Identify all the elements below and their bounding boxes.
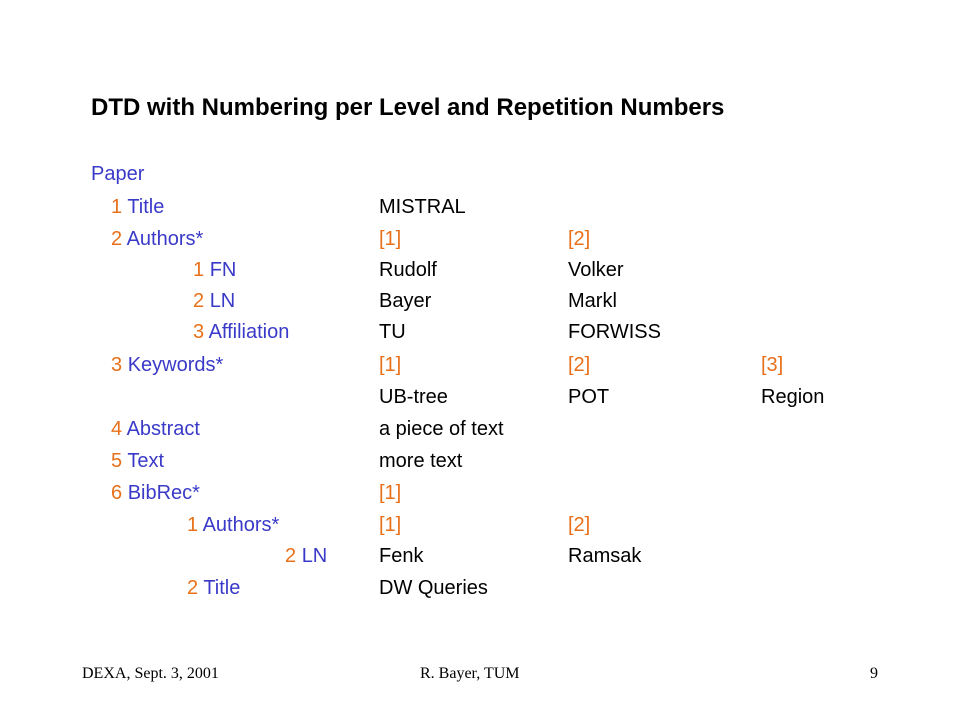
- repetition-index: [1]: [379, 354, 402, 376]
- field-name: Abstract: [126, 418, 200, 440]
- footer-event: DEXA, Sept. 3, 2001: [82, 665, 219, 682]
- field-name: LN: [301, 545, 328, 567]
- value-cell: Region: [761, 386, 825, 408]
- tree-row-bibrec: 6 BibRec* [1]: [0, 482, 960, 510]
- field-label: 2 Authors*: [111, 228, 203, 251]
- field-name: Authors*: [126, 228, 204, 250]
- tree-row-abstract: 4 Abstract a piece of text: [0, 418, 960, 446]
- repetition-index: [3]: [761, 354, 784, 376]
- slide-title: DTD with Numbering per Level and Repetit…: [91, 94, 725, 121]
- tree-row-affiliation: 3 Affiliation TU FORWISS: [0, 321, 960, 349]
- field-number: 1: [193, 259, 205, 281]
- tree-row-ln: 2 LN Bayer Markl: [0, 290, 960, 318]
- repetition-index: [2]: [568, 354, 591, 376]
- field-label: 1 Title: [111, 196, 164, 219]
- tree-row-authors: 2 Authors* [1] [2]: [0, 228, 960, 256]
- field-label: 6 BibRec*: [111, 482, 200, 505]
- repetition-index: [2]: [568, 228, 591, 250]
- value-cell: Bayer: [379, 290, 432, 312]
- field-number: 3: [193, 321, 205, 343]
- field-name: Text: [127, 450, 165, 472]
- repetition-index: [2]: [568, 514, 591, 536]
- value-cell: a piece of text: [379, 418, 504, 440]
- field-name: Keywords*: [127, 354, 224, 376]
- tree-row-bibrec-authors: 1 Authors* [1] [2]: [0, 514, 960, 542]
- field-label: 4 Abstract: [111, 418, 200, 441]
- field-label: 2 LN: [193, 290, 235, 313]
- field-label: 3 Keywords*: [111, 354, 223, 377]
- repetition-index: [1]: [379, 228, 402, 250]
- field-label: 1 Authors*: [187, 514, 279, 537]
- value-cell: more text: [379, 450, 463, 472]
- field-name: Affiliation: [208, 321, 290, 343]
- field-number: 4: [111, 418, 123, 440]
- tree-row-bibrec-ln: 2 LN Fenk Ramsak: [0, 545, 960, 573]
- tree-row-bibrec-title: 2 Title DW Queries: [0, 577, 960, 605]
- value-cell: DW Queries: [379, 577, 488, 599]
- field-label: 2 LN: [285, 545, 327, 568]
- value-cell: POT: [568, 386, 610, 408]
- tree-row-fn: 1 FN Rudolf Volker: [0, 259, 960, 287]
- field-name: Title: [203, 577, 241, 599]
- value-cell: FORWISS: [568, 321, 661, 343]
- field-label: 3 Affiliation: [193, 321, 289, 344]
- field-number: 2: [111, 228, 123, 250]
- root-element-label: Paper: [91, 163, 145, 185]
- field-number: 1: [187, 514, 199, 536]
- tree-row-keywords: 3 Keywords* [1] [2] [3]: [0, 354, 960, 382]
- repetition-index: [1]: [379, 482, 402, 504]
- tree-row-text: 5 Text more text: [0, 450, 960, 478]
- value-cell: Volker: [568, 259, 624, 281]
- field-number: 6: [111, 482, 123, 504]
- field-name: FN: [209, 259, 237, 281]
- field-number: 3: [111, 354, 123, 376]
- value-cell: TU: [379, 321, 406, 343]
- field-name: BibRec*: [127, 482, 200, 504]
- field-number: 2: [187, 577, 199, 599]
- field-label: 5 Text: [111, 450, 164, 473]
- field-name: Authors*: [202, 514, 280, 536]
- value-cell: UB-tree: [379, 386, 448, 408]
- field-label: 2 Title: [187, 577, 240, 600]
- value-cell: Markl: [568, 290, 617, 312]
- field-name: Title: [127, 196, 165, 218]
- tree-row-keyword-values: UB-tree POT Region: [0, 386, 960, 414]
- field-name: LN: [209, 290, 236, 312]
- field-label: 1 FN: [193, 259, 236, 282]
- value-cell: Rudolf: [379, 259, 437, 281]
- field-number: 1: [111, 196, 123, 218]
- tree-row-title: 1 Title MISTRAL: [0, 196, 960, 224]
- repetition-index: [1]: [379, 514, 402, 536]
- value-cell: Ramsak: [568, 545, 642, 567]
- footer-author: R. Bayer, TUM: [420, 665, 520, 682]
- field-number: 2: [193, 290, 205, 312]
- field-number: 5: [111, 450, 123, 472]
- field-number: 2: [285, 545, 297, 567]
- value-cell: MISTRAL: [379, 196, 466, 218]
- value-cell: Fenk: [379, 545, 424, 567]
- page-number: 9: [870, 665, 878, 682]
